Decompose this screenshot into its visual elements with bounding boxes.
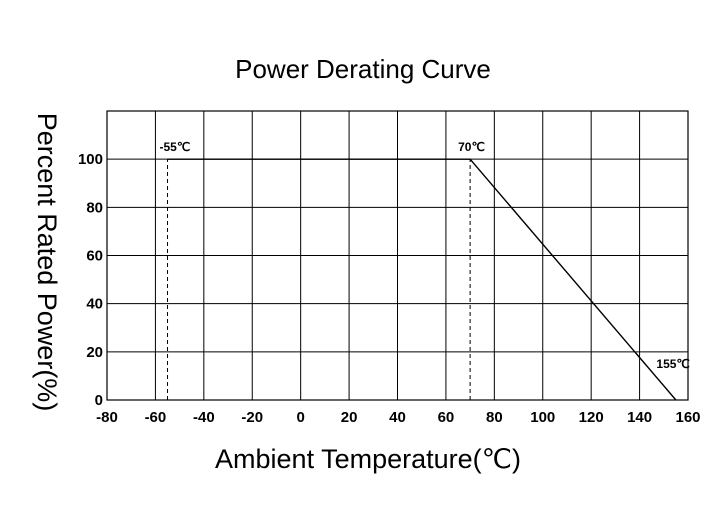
x-ticks: -80 -60 -40 -20 0 20 40 60 80 100 120 140 160 (96, 409, 700, 426)
plot-frame (106, 110, 689, 401)
annotations: -55℃ 70℃ 155℃ (160, 140, 690, 371)
y-ticks: 0 20 40 60 80 100 (78, 151, 103, 409)
x-tick-label: 20 (341, 409, 358, 426)
y-tick-label: 40 (86, 296, 103, 313)
x-tick-label: -80 (96, 409, 118, 426)
x-tick-label: 0 (296, 409, 304, 426)
annotation-label: -55℃ (160, 140, 191, 154)
x-tick-label: 160 (675, 409, 700, 426)
y-tick-label: 20 (86, 344, 103, 361)
x-tick-label: 80 (486, 409, 503, 426)
y-axis-title: Percent Rated Power(%) (32, 113, 62, 412)
derating-line (167, 158, 677, 401)
x-tick-label: 100 (530, 409, 555, 426)
annotation-label: 155℃ (656, 357, 690, 371)
x-tick-label: 140 (627, 409, 652, 426)
y-tick-label: 0 (95, 392, 103, 409)
series (167, 158, 677, 401)
reference-lines (167, 159, 471, 400)
x-tick-label: -20 (241, 409, 263, 426)
chart-title: Power Derating Curve (235, 54, 491, 84)
y-tick-label: 60 (86, 248, 103, 265)
x-tick-label: -60 (145, 409, 167, 426)
x-tick-label: 60 (438, 409, 455, 426)
x-tick-label: 40 (389, 409, 406, 426)
x-axis-title: Ambient Temperature(℃) (215, 444, 521, 474)
y-tick-label: 100 (78, 151, 103, 168)
y-tick-label: 80 (86, 199, 103, 216)
x-tick-label: 120 (579, 409, 604, 426)
x-tick-label: -40 (193, 409, 215, 426)
grid (107, 111, 688, 400)
annotation-label: 70℃ (458, 140, 485, 154)
